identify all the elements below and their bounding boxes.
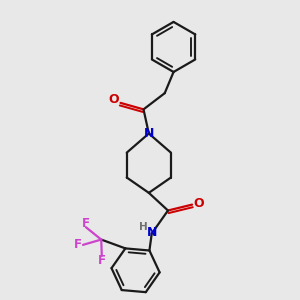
Text: N: N bbox=[144, 127, 154, 140]
Text: F: F bbox=[82, 217, 90, 230]
Text: N: N bbox=[147, 226, 158, 239]
Text: H: H bbox=[139, 222, 148, 232]
Text: O: O bbox=[193, 196, 204, 210]
Text: O: O bbox=[109, 93, 119, 106]
Text: F: F bbox=[98, 254, 106, 267]
Text: F: F bbox=[74, 238, 82, 251]
